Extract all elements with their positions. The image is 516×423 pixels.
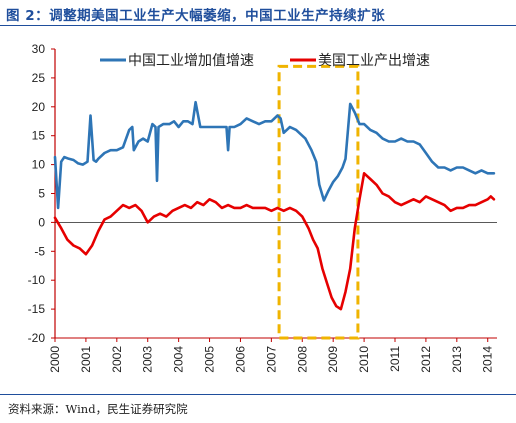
y-tick-label: 10 <box>32 158 46 172</box>
x-tick-label: 2012 <box>419 346 433 373</box>
y-tick-label: 30 <box>32 42 46 56</box>
x-tick-label: 2008 <box>295 346 309 373</box>
series-line-us <box>53 172 496 311</box>
legend-label: 中国工业增加值增速 <box>128 53 254 69</box>
y-tick-label: 15 <box>32 129 46 143</box>
footer-rule <box>0 394 516 395</box>
y-tick-label: -20 <box>28 331 46 345</box>
series-lines <box>53 100 496 311</box>
y-tick-label: 0 <box>38 215 45 229</box>
y-tick-label: -10 <box>28 273 46 287</box>
dashed-highlight-rect <box>277 64 360 340</box>
series-line-china <box>53 100 496 210</box>
y-tick-label: 20 <box>32 100 46 114</box>
x-tick-label: 2013 <box>450 346 464 373</box>
x-tick-label: 2011 <box>388 346 402 372</box>
highlight-box <box>277 64 360 340</box>
title-underline <box>0 25 516 26</box>
y-axis: -20 -15 -10 -5 0 5 10 15 20 25 30 <box>28 42 56 345</box>
chart-title: 图 2：调整期美国工业生产大幅萎缩，中国工业生产持续扩张 <box>6 8 386 24</box>
legend-label: 美国工业产出增速 <box>318 53 430 69</box>
y-tick-label: -5 <box>34 244 45 258</box>
x-tick-label: 2002 <box>110 346 124 373</box>
x-tick-label: 2003 <box>141 346 155 373</box>
x-tick-label: 2014 <box>481 346 495 373</box>
x-tick-label: 2005 <box>203 346 217 373</box>
x-tick-label: 2004 <box>172 346 186 373</box>
x-tick-label: 2000 <box>48 346 62 373</box>
x-tick-label: 2007 <box>264 346 278 373</box>
y-tick-label: -15 <box>28 302 46 316</box>
x-tick-label: 2009 <box>326 346 340 373</box>
y-tick-label: 25 <box>32 71 46 85</box>
y-tick-label: 5 <box>38 187 45 201</box>
x-tick-label: 2010 <box>357 346 371 373</box>
x-axis: 2000 2001 2002 2003 2004 2005 2006 2007 2008 2009… <box>48 337 497 373</box>
x-tick-label: 2006 <box>233 346 247 373</box>
x-tick-label: 2001 <box>79 346 93 373</box>
source-note: 资料来源：Wind，民生证券研究院 <box>8 402 188 416</box>
legend: 中国工业增加值增速 美国工业产出增速 <box>100 53 430 69</box>
